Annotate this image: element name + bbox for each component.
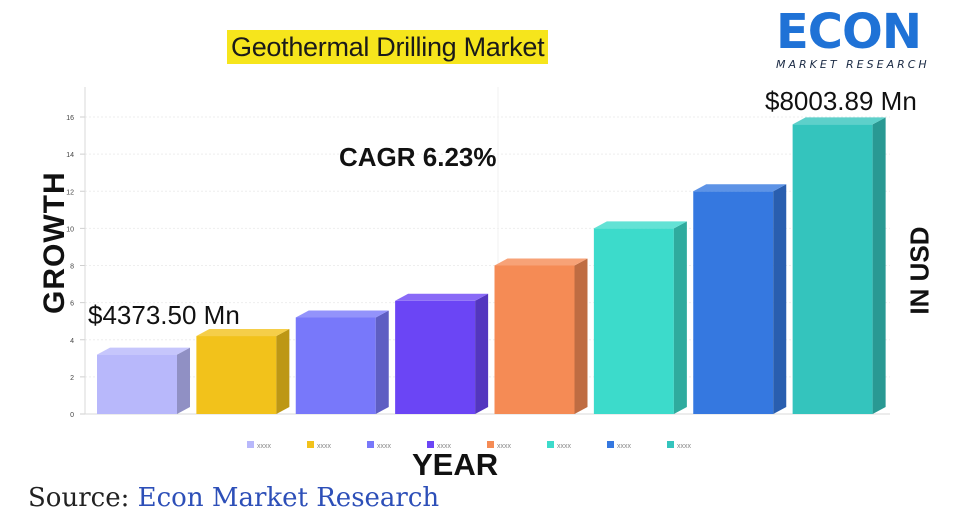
bar-side [375,310,389,414]
y-tick-label: 12 [66,189,74,196]
bar-side [872,117,886,415]
y-tick-label: 6 [70,301,74,308]
y-tick-label: 8 [70,264,74,271]
x-axis-label: YEAR [412,447,499,482]
y-tick-label: 4 [70,338,74,345]
legend-swatch [307,441,314,448]
legend-swatch [547,441,554,448]
bar-top [494,258,588,266]
y-axis-label: GROWTH [38,171,71,314]
legend-swatch [247,441,254,448]
legend-swatch [367,441,374,448]
logo-text: ECON [776,4,922,60]
y-tick-label: 0 [70,412,74,419]
y-tick-label: 14 [66,152,74,159]
last-value-annotation: $8003.89 Mn [765,86,917,116]
bar-top [97,347,190,355]
legend-swatch [487,441,494,448]
y-tick-label: 16 [66,115,74,122]
source-label: Source: [28,483,130,513]
legend-swatch [607,441,614,448]
bar-top [593,221,687,229]
bar-top [693,184,787,192]
first-value-annotation: $4373.50 Mn [88,300,240,330]
legend-swatch [427,441,434,448]
cagr-annotation: CAGR 6.23% [339,142,497,172]
bar [693,191,774,414]
legend-label: xxxx [557,443,572,450]
bar-side [773,184,787,414]
econ-logo: ECON MARKET RESEARCH [776,6,946,76]
logo-subtitle: MARKET RESEARCH [776,58,930,71]
bar [792,124,873,415]
bar-side [475,293,489,414]
source-credit: Source: Econ Market Research [28,483,439,513]
bar-top [196,329,290,337]
legend-label: xxxx [677,443,692,450]
y-tick-label: 10 [66,226,74,233]
bar [395,300,476,414]
legend-label: xxxx [317,443,332,450]
bar-top [295,310,389,318]
bar-side [177,347,190,414]
bar [97,354,177,414]
legend-label: xxxx [497,443,512,450]
legend-label: xxxx [437,443,452,450]
y-tick-label: 2 [70,375,74,382]
unit-label: IN USD [904,226,935,315]
legend-label: xxxx [617,443,632,450]
bar [196,336,277,414]
bar-top [792,117,886,125]
legend-swatch [667,441,674,448]
bar [494,265,575,414]
source-name: Econ Market Research [137,483,440,513]
bar [295,317,376,414]
bar [593,228,674,414]
legend-label: xxxx [377,443,392,450]
chart-title: Geothermal Drilling Market [227,30,549,64]
bar-side [673,221,687,414]
bar-side [574,258,588,414]
bar-top [395,293,489,301]
legend-label: xxxx [257,443,272,450]
bar-side [276,329,290,414]
